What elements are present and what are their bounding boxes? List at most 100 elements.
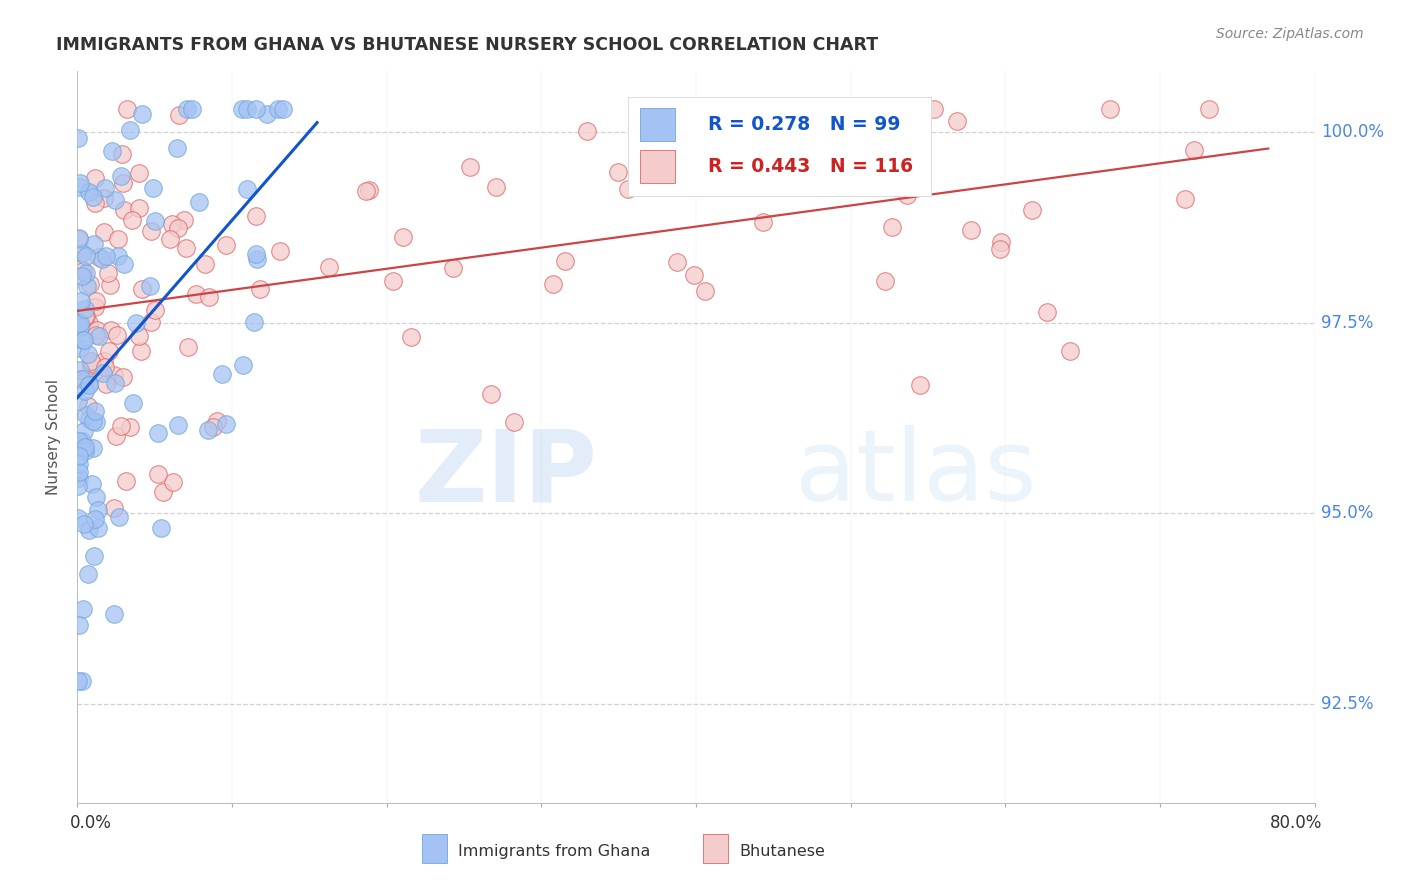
Point <box>76 567 98 582</box>
Point <box>72 264 94 278</box>
Point <box>67 372 90 386</box>
Point <box>67 478 90 492</box>
Point <box>695 284 717 298</box>
Point <box>83 236 105 251</box>
Point <box>72 333 94 347</box>
Point <box>160 217 183 231</box>
Point <box>128 201 150 215</box>
Text: R = 0.278   N = 99: R = 0.278 N = 99 <box>709 115 901 135</box>
Point <box>84 404 107 418</box>
Point <box>112 202 135 217</box>
Point <box>70 262 93 277</box>
Point <box>194 257 217 271</box>
Point <box>672 103 695 117</box>
Y-axis label: Nursery School: Nursery School <box>46 379 62 495</box>
Point <box>67 232 90 246</box>
Point <box>665 255 688 269</box>
Point <box>103 193 125 207</box>
Point <box>1036 304 1059 318</box>
Point <box>87 521 110 535</box>
Point <box>94 249 117 263</box>
Text: 0.0%: 0.0% <box>69 814 111 832</box>
Point <box>72 245 94 260</box>
Text: Immigrants from Ghana: Immigrants from Ghana <box>458 845 651 859</box>
Point <box>69 180 91 194</box>
Point <box>231 103 253 117</box>
Point <box>91 252 114 266</box>
Point <box>97 343 120 358</box>
Point <box>148 426 170 441</box>
Point <box>76 279 98 293</box>
Point <box>111 147 134 161</box>
Point <box>70 443 93 458</box>
Point <box>75 266 97 280</box>
Point <box>148 467 170 482</box>
Point <box>77 400 100 414</box>
Point <box>110 418 132 433</box>
Point <box>143 214 166 228</box>
Point <box>101 144 124 158</box>
Point <box>1098 103 1121 117</box>
Point <box>84 300 107 314</box>
Point <box>67 230 90 244</box>
Text: 95.0%: 95.0% <box>1320 504 1374 523</box>
Point <box>67 315 90 329</box>
Point <box>110 169 132 183</box>
Point <box>69 341 91 355</box>
Point <box>188 195 211 210</box>
Point <box>84 511 107 525</box>
Point <box>89 329 111 343</box>
Point <box>69 465 91 479</box>
Point <box>198 290 221 304</box>
Point <box>75 408 97 422</box>
Point <box>86 416 108 430</box>
Point <box>232 358 254 372</box>
Point <box>107 328 129 343</box>
Point <box>91 366 114 380</box>
Point <box>683 268 706 283</box>
Point <box>100 323 122 337</box>
Point <box>73 516 96 531</box>
Text: Source: ZipAtlas.com: Source: ZipAtlas.com <box>1216 27 1364 41</box>
Text: atlas: atlas <box>794 425 1036 522</box>
Point <box>271 103 294 117</box>
Point <box>77 347 100 361</box>
Point <box>197 423 219 437</box>
Point <box>181 103 204 117</box>
Point <box>82 441 104 455</box>
Point <box>607 165 630 179</box>
Point <box>215 237 238 252</box>
Point <box>82 190 104 204</box>
Point <box>139 278 162 293</box>
Point <box>84 490 107 504</box>
Point <box>75 249 97 263</box>
Point <box>832 103 855 117</box>
Point <box>67 434 90 449</box>
Point <box>249 282 271 296</box>
Point <box>67 673 90 688</box>
Point <box>73 309 96 323</box>
Point <box>94 359 117 374</box>
Point <box>80 356 103 370</box>
Point <box>70 268 93 283</box>
Point <box>84 196 107 211</box>
Point <box>122 396 145 410</box>
Point <box>104 429 127 443</box>
Point <box>73 333 96 347</box>
Point <box>77 185 100 199</box>
Point <box>880 220 903 235</box>
Point <box>354 184 377 198</box>
Point <box>617 182 640 196</box>
Point <box>69 362 91 376</box>
Point <box>72 602 94 616</box>
Point <box>167 108 190 122</box>
Point <box>245 209 267 223</box>
Point <box>139 224 162 238</box>
Point <box>246 252 269 266</box>
Point <box>87 250 110 264</box>
Point <box>79 277 101 291</box>
Point <box>128 166 150 180</box>
Point <box>98 277 121 292</box>
Point <box>883 161 905 176</box>
Point <box>80 354 103 368</box>
